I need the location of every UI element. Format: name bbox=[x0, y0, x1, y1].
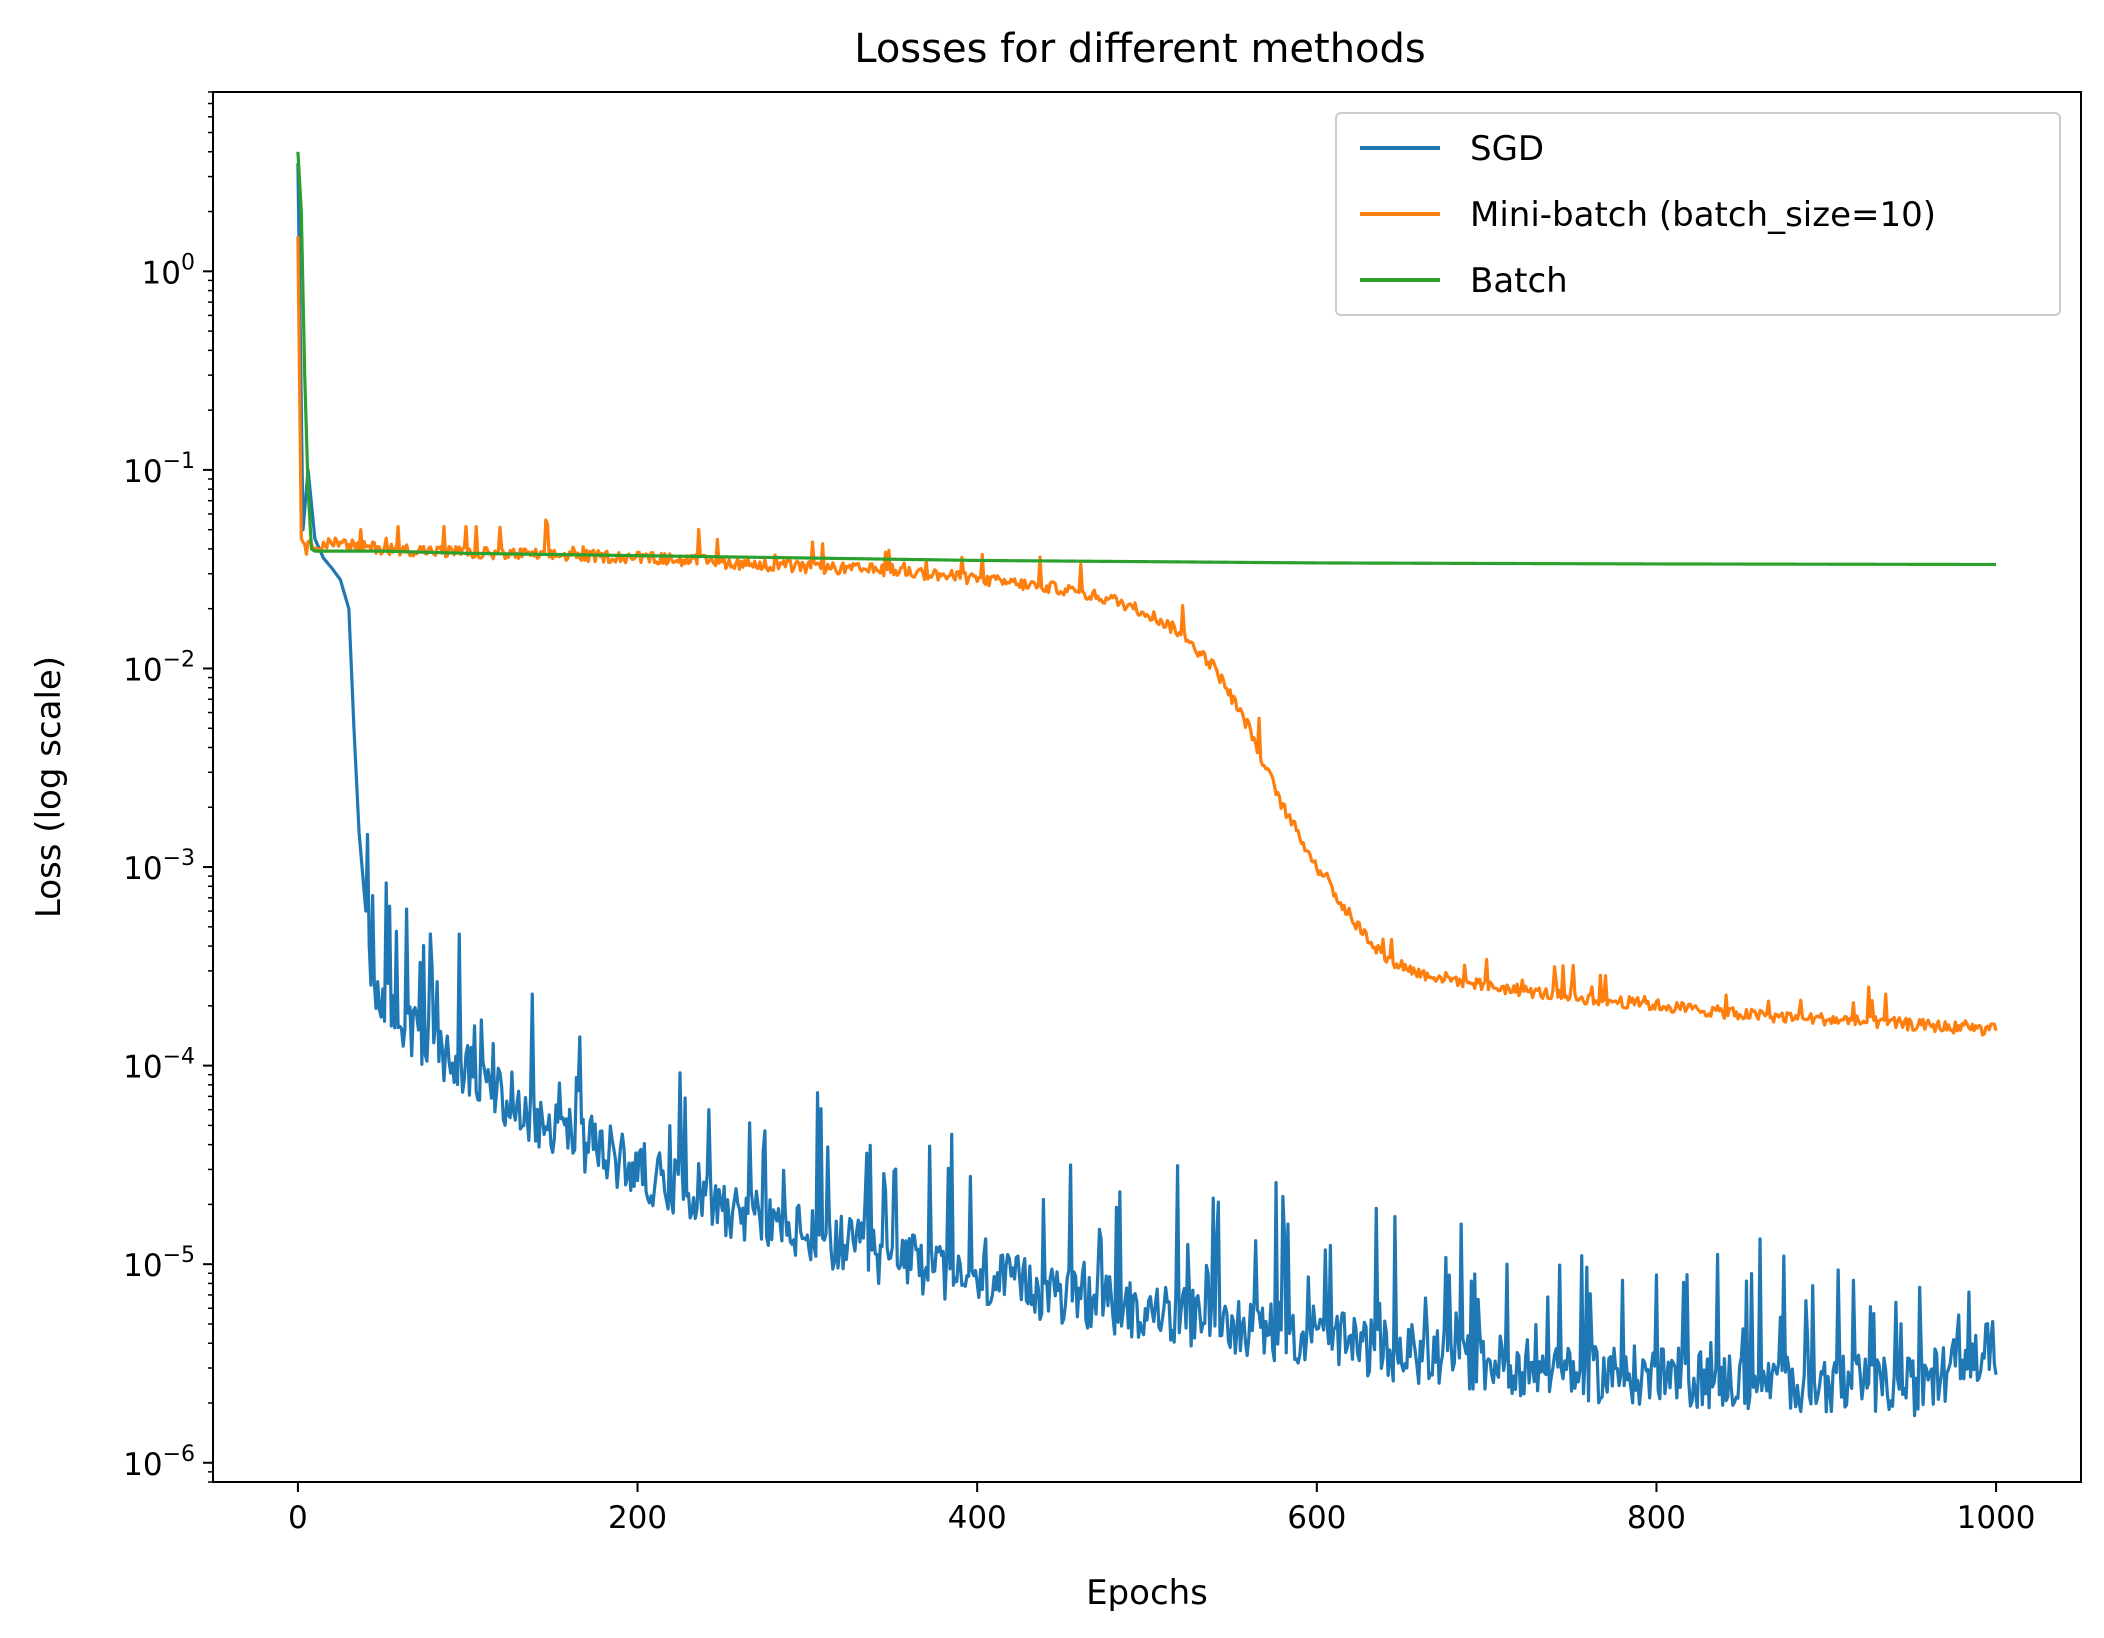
y-axis-label: Loss (log scale) bbox=[29, 656, 69, 918]
y-tick-label: 10−1 bbox=[123, 449, 195, 490]
y-tick-label: 10−2 bbox=[123, 647, 195, 688]
legend-box bbox=[1335, 112, 2061, 316]
x-tick-label: 0 bbox=[288, 1500, 308, 1536]
y-tick-label: 100 bbox=[142, 250, 195, 291]
legend-label: Mini-batch (batch_size=10) bbox=[1470, 195, 1936, 235]
chart-title: Losses for different methods bbox=[854, 26, 1426, 72]
x-axis-label: Epochs bbox=[1086, 1573, 1208, 1613]
y-axis: 100 10−1 10−2 10−3 10−4 10−5 10−6 bbox=[123, 91, 213, 1483]
series-line-3 bbox=[296, 151, 1997, 567]
legend-label: SGD bbox=[1470, 129, 1544, 169]
series-line-1 bbox=[296, 163, 1998, 1418]
series-layer bbox=[296, 151, 1998, 1418]
y-tick-label: 10−4 bbox=[123, 1045, 195, 1086]
plot-frame bbox=[212, 91, 2082, 1483]
x-tick-label: 200 bbox=[608, 1500, 667, 1536]
series-line-2 bbox=[296, 236, 1998, 1037]
legend-label: Batch bbox=[1470, 261, 1568, 301]
x-tick-label: 600 bbox=[1287, 1500, 1346, 1536]
y-tick-label: 10−3 bbox=[123, 846, 195, 887]
x-axis: 0 200 400 600 800 1000 bbox=[288, 1482, 2036, 1536]
x-tick-label: 800 bbox=[1627, 1500, 1686, 1536]
x-tick-label: 1000 bbox=[1957, 1500, 2036, 1536]
legend: SGD Mini-batch (batch_size=10) Batch bbox=[1335, 112, 2061, 316]
y-tick-label: 10−5 bbox=[123, 1243, 195, 1284]
y-tick-label: 10−6 bbox=[123, 1442, 195, 1483]
x-tick-label: 400 bbox=[948, 1500, 1007, 1536]
